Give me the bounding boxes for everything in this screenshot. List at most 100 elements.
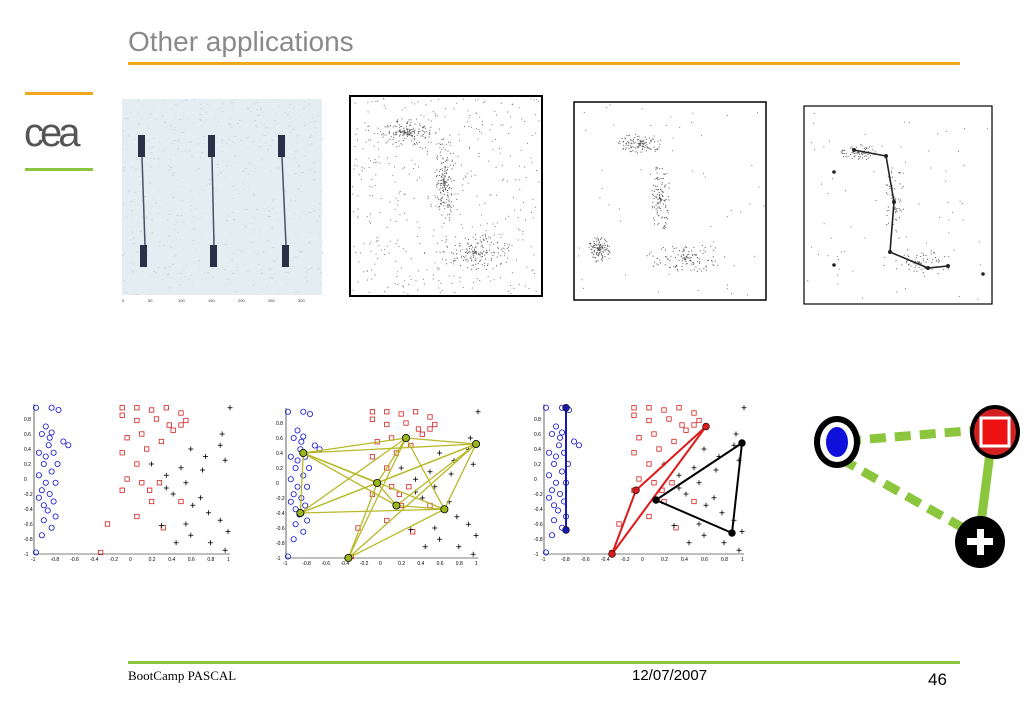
black-plus-point xyxy=(733,431,739,437)
red-square-point xyxy=(139,431,145,437)
graph-edge xyxy=(347,482,378,559)
x-tick-label: 0.4 xyxy=(681,557,688,563)
blue-circle-point xyxy=(60,438,67,445)
graph-node xyxy=(472,440,481,449)
red-square-point xyxy=(160,525,166,531)
y-tick-label: 0.4 xyxy=(276,451,283,457)
svg-text:250: 250 xyxy=(268,298,275,303)
black-plus-point xyxy=(149,461,155,467)
blue-circle-point xyxy=(284,408,291,415)
red-square-point xyxy=(646,513,652,520)
red-square-point xyxy=(158,438,164,445)
blue-circle-point xyxy=(290,435,297,442)
red-square-point xyxy=(144,446,150,452)
blue-circle-point xyxy=(550,502,557,509)
y-tick-label: 0.4 xyxy=(534,447,541,453)
svg-text:100: 100 xyxy=(178,298,185,303)
red-square-point xyxy=(369,409,375,415)
blue-circle-point xyxy=(46,491,53,498)
red-square-point xyxy=(666,416,672,422)
blue-circle-point xyxy=(548,431,555,438)
x-tick-label: 0.8 xyxy=(207,557,214,563)
blue-circle-point xyxy=(48,429,55,436)
red-square-point xyxy=(398,411,404,417)
y-tick-label: -0.4 xyxy=(276,511,285,517)
x-tick-label: 0 xyxy=(379,561,382,567)
red-square-point xyxy=(683,427,689,433)
svg-text:200: 200 xyxy=(238,298,245,303)
blue-circle-point xyxy=(311,442,318,449)
spectrogram-image: 0 50 100 150 200 250 300 xyxy=(118,95,326,305)
red-square-point xyxy=(671,438,677,445)
blue-circle-point xyxy=(552,423,559,430)
y-tick-label: -0.6 xyxy=(276,526,285,532)
blue-circle-point xyxy=(38,487,45,494)
black-plus-point xyxy=(731,442,737,448)
red-square-point xyxy=(134,513,140,520)
y-tick-label: 0.8 xyxy=(276,421,283,427)
skeleton-node xyxy=(652,496,660,504)
x-tick-label: 1 xyxy=(475,561,478,567)
red-square-point xyxy=(124,435,130,441)
blue-circle-point xyxy=(40,517,47,524)
x-tick-label: 0.6 xyxy=(437,561,444,567)
black-plus-point xyxy=(454,514,460,520)
blue-circle-point xyxy=(294,427,301,434)
black-plus-point xyxy=(676,472,682,478)
graph-node xyxy=(392,501,401,510)
skeleton-edge xyxy=(611,425,707,555)
blue-circle-point xyxy=(48,404,55,411)
red-square-point xyxy=(119,487,125,493)
graph-edge xyxy=(405,437,477,445)
black-plus-point xyxy=(437,536,443,542)
black-plus-point xyxy=(470,551,476,557)
blue-circle-point xyxy=(35,449,42,456)
blue-circle-point xyxy=(48,468,55,475)
red-square-point xyxy=(636,435,642,441)
red-square-point xyxy=(163,405,169,411)
x-tick-label: 0.2 xyxy=(398,561,405,567)
cea-logo: cea xyxy=(24,92,95,172)
black-plus-point xyxy=(721,540,727,546)
blue-circle-point xyxy=(294,457,301,464)
red-square-point xyxy=(156,480,163,486)
black-plus-point xyxy=(467,435,473,441)
y-tick-label: 0 xyxy=(276,481,279,487)
x-tick-label: 0.4 xyxy=(168,557,175,563)
graph-node xyxy=(296,509,305,518)
blue-circle-point xyxy=(42,423,49,430)
x-tick-label: 0.6 xyxy=(701,557,708,563)
title-underline xyxy=(128,62,960,65)
black-plus-point xyxy=(207,540,213,546)
x-tick-label: -0.2 xyxy=(621,557,630,563)
black-plus-point xyxy=(419,495,425,501)
black-plus-point xyxy=(225,529,231,534)
graph-node xyxy=(344,553,353,562)
blue-circle-point xyxy=(38,431,45,438)
x-tick-label: -1 xyxy=(283,561,288,567)
black-plus-point xyxy=(683,491,689,497)
red-square-point xyxy=(673,525,679,531)
skeleton-edge xyxy=(731,442,743,534)
blue-circle-point xyxy=(545,472,552,479)
black-plus-point xyxy=(701,532,707,538)
red-square-point xyxy=(384,421,390,428)
blue-circle-point xyxy=(542,404,549,411)
blue-circle-point xyxy=(571,438,578,445)
graph-node xyxy=(440,505,449,514)
black-plus-point xyxy=(217,517,223,523)
red-square-point xyxy=(616,521,622,527)
red-square-point xyxy=(679,422,685,428)
x-tick-label: -0.4 xyxy=(601,557,610,563)
graph-edge xyxy=(347,443,477,559)
y-tick-label: -0.8 xyxy=(24,537,33,543)
graph-edge xyxy=(396,443,477,507)
red-square-point xyxy=(183,417,189,424)
y-tick-label: -0.4 xyxy=(24,507,33,513)
blue-circle-point xyxy=(284,553,291,560)
slide-title: Other applications xyxy=(128,26,354,57)
x-tick-label: 0.6 xyxy=(188,557,195,563)
red-square-point xyxy=(384,465,390,471)
x-tick-label: 1 xyxy=(227,557,230,563)
x-tick-label: -0.8 xyxy=(561,557,570,563)
